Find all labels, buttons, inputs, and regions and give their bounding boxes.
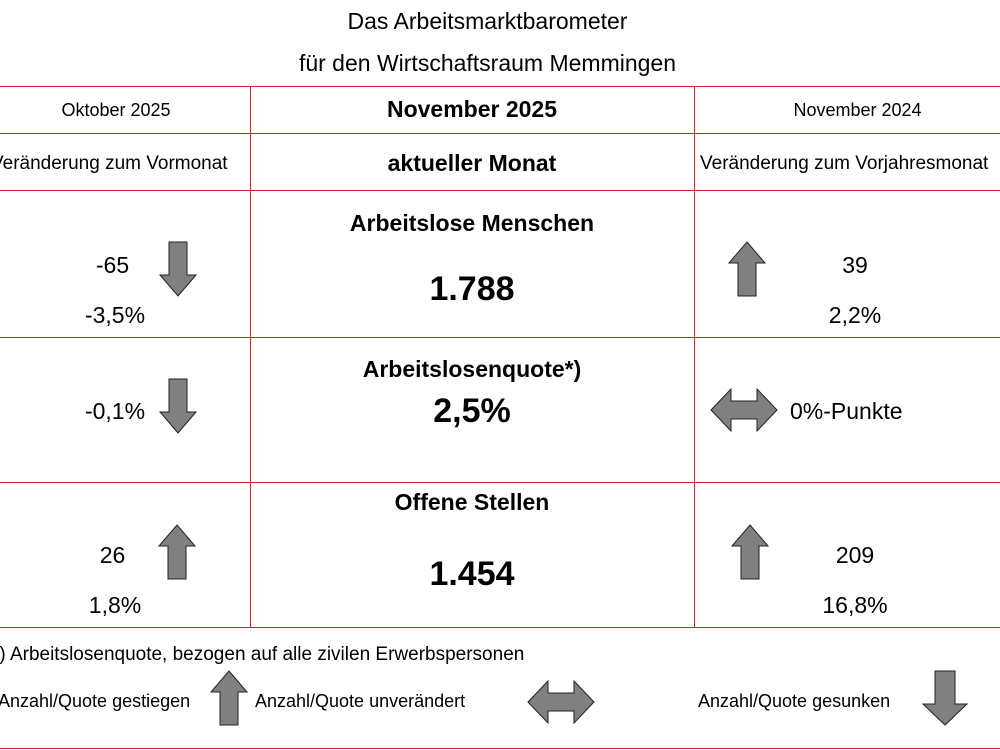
- arrow-left-right-icon: [527, 680, 595, 724]
- row-2-label: Arbeitslosenquote*): [362, 356, 582, 382]
- row-2-prev-year-pct: 0%-Punkte: [790, 398, 903, 424]
- header-left-month: Oktober 2025: [61, 100, 171, 120]
- arrow-down-icon: [159, 378, 197, 434]
- row-3-prev-year-pct: 16,8%: [822, 592, 888, 618]
- footnote: *) Arbeitslosenquote, bezogen auf alle z…: [0, 644, 525, 665]
- row-2-value: 2,5%: [433, 392, 511, 430]
- header-left-sub: Veränderung zum Vormonat: [0, 153, 228, 174]
- grid-line-row-2: [0, 482, 1000, 483]
- legend-up-label: Anzahl/Quote gestiegen: [0, 691, 191, 711]
- row-3-prev-month-pct: 1,8%: [88, 592, 142, 618]
- arrow-up-icon: [728, 241, 766, 297]
- header-right-sub: Veränderung zum Vorjahresmonat: [700, 153, 989, 174]
- row-1-prev-year-abs: 39: [842, 252, 868, 278]
- row-2-prev-month-pct: -0,1%: [84, 398, 146, 424]
- header-right-month: November 2024: [793, 100, 922, 120]
- row-3-value: 1.454: [429, 555, 515, 593]
- row-3-prev-year-abs: 209: [835, 542, 875, 568]
- grid-line-header-bottom: [0, 190, 1000, 191]
- row-1-label: Arbeitslose Menschen: [349, 210, 595, 236]
- grid-line-header-mid: [0, 133, 1000, 134]
- arrow-up-icon: [210, 670, 248, 726]
- row-1-value: 1.788: [429, 270, 515, 308]
- arrow-down-icon: [922, 670, 968, 726]
- row-1-prev-month-pct: -3,5%: [84, 302, 146, 328]
- title-line-1: Das Arbeitsmarktbarometer: [347, 8, 628, 34]
- arrow-down-icon: [159, 241, 197, 297]
- row-3-prev-month-abs: 26: [99, 542, 126, 568]
- legend-down-label: Anzahl/Quote gesunken: [698, 691, 891, 711]
- header-center-sub: aktueller Monat: [387, 150, 557, 176]
- arrow-left-right-icon: [710, 388, 778, 432]
- header-center-month: November 2025: [386, 96, 558, 122]
- grid-line-col-2: [694, 87, 695, 627]
- row-1-prev-month-abs: -65: [95, 252, 130, 278]
- title-line-2: für den Wirtschaftsraum Memmingen: [298, 50, 677, 76]
- arrow-up-icon: [731, 524, 769, 580]
- arrow-up-icon: [158, 524, 196, 580]
- legend-unchanged-label: Anzahl/Quote unverändert: [255, 691, 466, 711]
- grid-line-col-1: [250, 87, 251, 627]
- row-3-label: Offene Stellen: [394, 489, 550, 515]
- grid-line-row-1: [0, 337, 1000, 338]
- row-1-prev-year-pct: 2,2%: [828, 302, 882, 328]
- grid-line-top: [0, 86, 1000, 87]
- grid-line-row-3: [0, 627, 1000, 628]
- grid-line-bottom: [0, 748, 1000, 749]
